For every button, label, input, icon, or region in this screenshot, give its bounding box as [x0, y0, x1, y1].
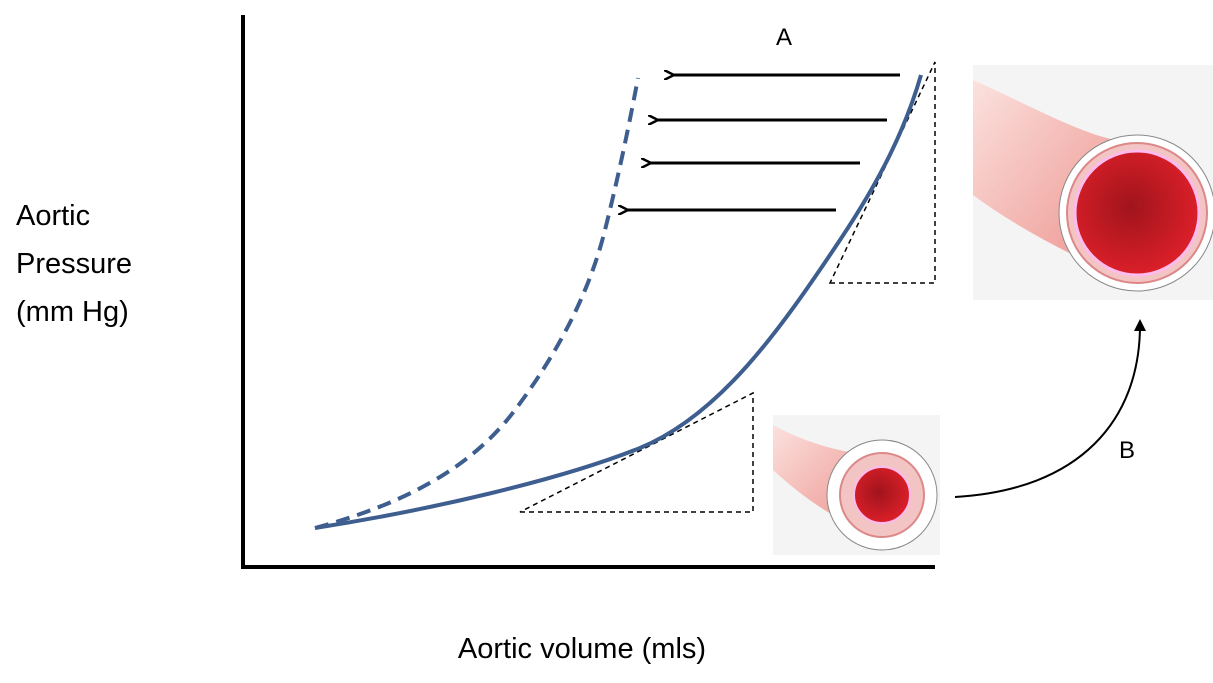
stiff-curve — [314, 77, 640, 530]
annotation: B — [1119, 437, 1135, 464]
normal-curve — [314, 74, 923, 530]
y-axis-label: (mm Hg) — [16, 296, 129, 328]
y-axis-label: Aortic — [16, 200, 90, 232]
curved-arrow — [954, 319, 1146, 498]
x-axis-label: Aortic volume (mls) — [458, 633, 706, 665]
annotation: A — [776, 24, 792, 51]
tangent-triangle — [519, 391, 754, 513]
y-axis-label: Pressure — [16, 248, 132, 280]
small-vessel — [773, 415, 940, 555]
large-vessel — [973, 65, 1213, 300]
